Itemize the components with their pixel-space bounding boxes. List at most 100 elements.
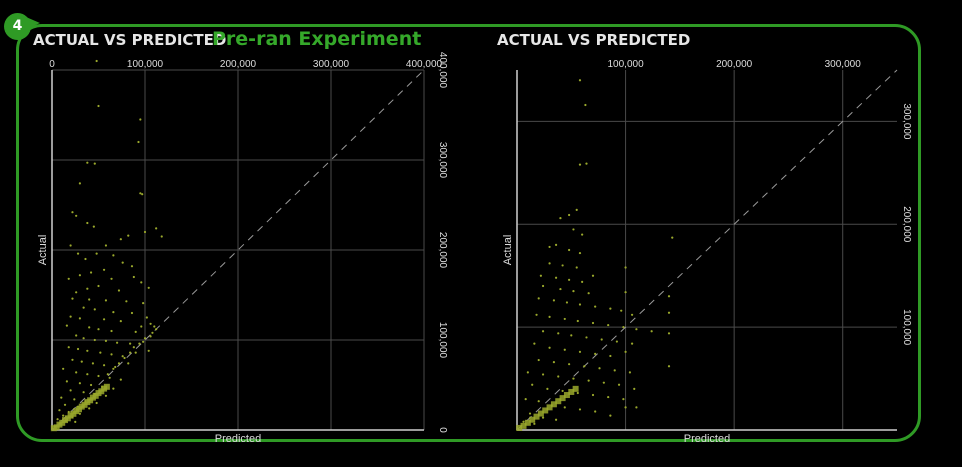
scatter-point — [526, 371, 529, 374]
scatter-point — [119, 320, 122, 323]
scatter-point — [552, 361, 556, 364]
scatter-point — [114, 365, 117, 369]
scatter-point — [598, 367, 601, 370]
x-tick-label: 0 — [49, 59, 55, 70]
scatter-point — [581, 280, 584, 283]
scatter-point — [667, 365, 671, 368]
scatter-point — [554, 243, 558, 246]
scatter-point — [73, 398, 76, 401]
scatter-point — [572, 377, 575, 380]
scatter-point — [93, 308, 96, 311]
scatter-point — [86, 161, 89, 164]
scatter-point — [628, 371, 632, 374]
scatter-point — [565, 301, 569, 304]
scatter-point — [624, 266, 627, 269]
scatter-point — [88, 298, 91, 301]
scatter-point — [568, 363, 571, 366]
dense-scatter-point — [516, 424, 523, 431]
scatter-point — [65, 380, 68, 383]
scatter-point — [106, 373, 109, 376]
scatter-point — [635, 406, 638, 409]
scatter-point — [134, 330, 137, 333]
scatter-point — [117, 289, 121, 292]
scatter-point — [69, 244, 72, 247]
y-axis-label: Actual — [37, 235, 49, 266]
scatter-point — [74, 420, 77, 423]
x-tick-label: 300,000 — [825, 59, 862, 70]
scatter-point — [594, 410, 597, 413]
scatter-point — [142, 302, 145, 305]
scatter-point — [583, 365, 586, 368]
scatter-point — [129, 342, 132, 345]
scatter-point — [60, 396, 63, 399]
scatter-point — [71, 358, 74, 361]
scatter-point — [622, 398, 625, 401]
scatter-point — [578, 251, 582, 255]
dense-scatter-point — [533, 413, 540, 420]
scatter-point — [104, 394, 108, 397]
dense-scatter-point — [524, 419, 531, 426]
scatter-point — [104, 244, 108, 247]
scatter-point — [93, 338, 96, 342]
scatter-point — [546, 387, 549, 390]
y-tick-label: 300,000 — [437, 142, 448, 179]
scatter-point — [576, 319, 579, 323]
scatter-point — [160, 235, 163, 238]
scatter-point — [102, 364, 106, 367]
dense-scatter-point — [546, 404, 553, 411]
scatter-point — [528, 412, 532, 415]
scatter-point — [78, 182, 81, 185]
y-tick-label: 100,000 — [901, 309, 912, 346]
scatter-point — [78, 412, 81, 415]
scatter-point — [75, 214, 78, 217]
scatter-point — [88, 326, 91, 329]
scatter-point — [578, 163, 582, 166]
scatter-point — [563, 317, 566, 321]
scatter-point — [80, 360, 83, 363]
scatter-point — [69, 389, 72, 392]
scatter-point — [548, 245, 551, 249]
scatter-point — [557, 375, 560, 378]
scatter-point — [99, 351, 102, 354]
scatter-point — [76, 347, 80, 351]
scatter-point — [76, 252, 80, 255]
scatter-point — [561, 264, 564, 267]
scatter-point — [139, 192, 142, 195]
scatter-point — [110, 353, 113, 356]
scatter-point — [585, 336, 588, 339]
scatter-point — [630, 313, 634, 316]
scatter-point — [134, 351, 137, 354]
scatter-point — [548, 262, 551, 265]
scatter-point — [587, 379, 590, 382]
scatter-point — [86, 221, 89, 225]
scatter-point — [575, 266, 578, 269]
scatter-point — [141, 193, 144, 196]
x-tick-label: 400,000 — [406, 59, 443, 70]
scatter-point — [575, 208, 578, 211]
scatter-point — [127, 234, 130, 237]
scatter-point — [537, 358, 540, 362]
scatter-point — [667, 332, 671, 335]
scatter-point — [153, 325, 156, 328]
scatter-point — [578, 350, 582, 353]
scatter-point — [671, 236, 674, 239]
scatter-point — [69, 315, 72, 318]
dense-scatter-point — [542, 407, 549, 414]
scatter-point — [594, 352, 597, 355]
scatter-point — [102, 318, 106, 321]
scatter-point — [533, 342, 536, 345]
scatter-point — [572, 228, 575, 231]
scatter-point — [62, 367, 65, 370]
scatter-point — [110, 277, 113, 280]
scatter-point — [119, 238, 122, 241]
scatter-point — [97, 328, 100, 331]
scatter-point — [75, 371, 78, 374]
scatter-point — [594, 305, 597, 308]
dense-scatter-point — [520, 422, 527, 429]
scatter-point — [602, 381, 605, 384]
scatter-point — [615, 340, 618, 343]
scatter-point — [97, 284, 100, 288]
scatter-point — [132, 346, 135, 349]
scatter-point — [633, 387, 636, 390]
reference-diagonal-line — [516, 69, 898, 431]
